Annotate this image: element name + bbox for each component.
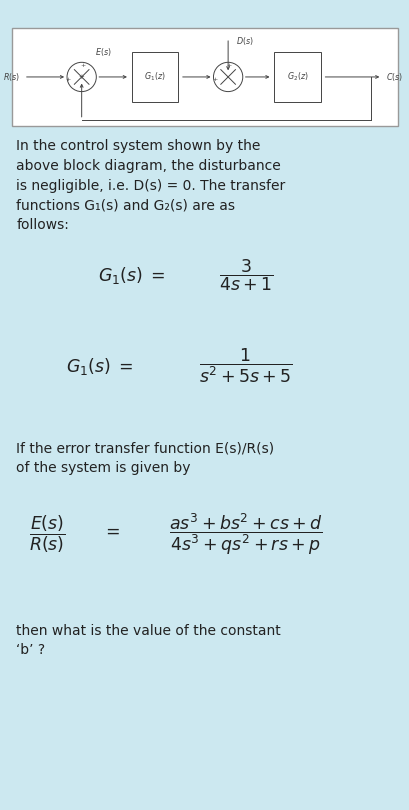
Text: +: + [211, 77, 217, 82]
Text: $G_1(s)\;=\;$: $G_1(s)\;=\;$ [98, 265, 165, 286]
Text: $C(s)$: $C(s)$ [385, 71, 402, 83]
Text: $E(s)$: $E(s)$ [95, 45, 112, 58]
Text: $G_2(z)$: $G_2(z)$ [286, 70, 308, 83]
Text: then what is the value of the constant
‘b’ ?: then what is the value of the constant ‘… [16, 624, 281, 658]
Text: $G_1(s)\;=\;$: $G_1(s)\;=\;$ [65, 356, 133, 377]
Text: +: + [80, 63, 85, 68]
Ellipse shape [67, 62, 96, 92]
Ellipse shape [213, 62, 242, 92]
Text: $D(s)$: $D(s)$ [235, 35, 253, 47]
Bar [131, 52, 178, 102]
Text: $R(s)$: $R(s)$ [3, 71, 20, 83]
Text: +: + [65, 77, 70, 82]
Bar [12, 28, 397, 126]
Text: +: + [79, 74, 84, 80]
Text: $\dfrac{3}{4s+1}$: $\dfrac{3}{4s+1}$ [218, 258, 272, 293]
Bar [274, 52, 320, 102]
Text: $\dfrac{as^3 + bs^2 + cs + d}{4s^3 + qs^2 + rs + p}$: $\dfrac{as^3 + bs^2 + cs + d}{4s^3 + qs^… [169, 512, 322, 557]
Text: $=$: $=$ [102, 522, 120, 539]
Text: $G_1(z)$: $G_1(z)$ [144, 70, 165, 83]
Text: +: + [226, 63, 231, 68]
Text: If the error transfer function E(s)/R(s)
of the system is given by: If the error transfer function E(s)/R(s)… [16, 441, 274, 475]
Text: $\dfrac{1}{s^2+5s+5}$: $\dfrac{1}{s^2+5s+5}$ [198, 347, 292, 386]
Text: In the control system shown by the
above block diagram, the disturbance
is negli: In the control system shown by the above… [16, 139, 285, 232]
Text: $\dfrac{E(s)}{R(s)}$: $\dfrac{E(s)}{R(s)}$ [29, 514, 65, 556]
